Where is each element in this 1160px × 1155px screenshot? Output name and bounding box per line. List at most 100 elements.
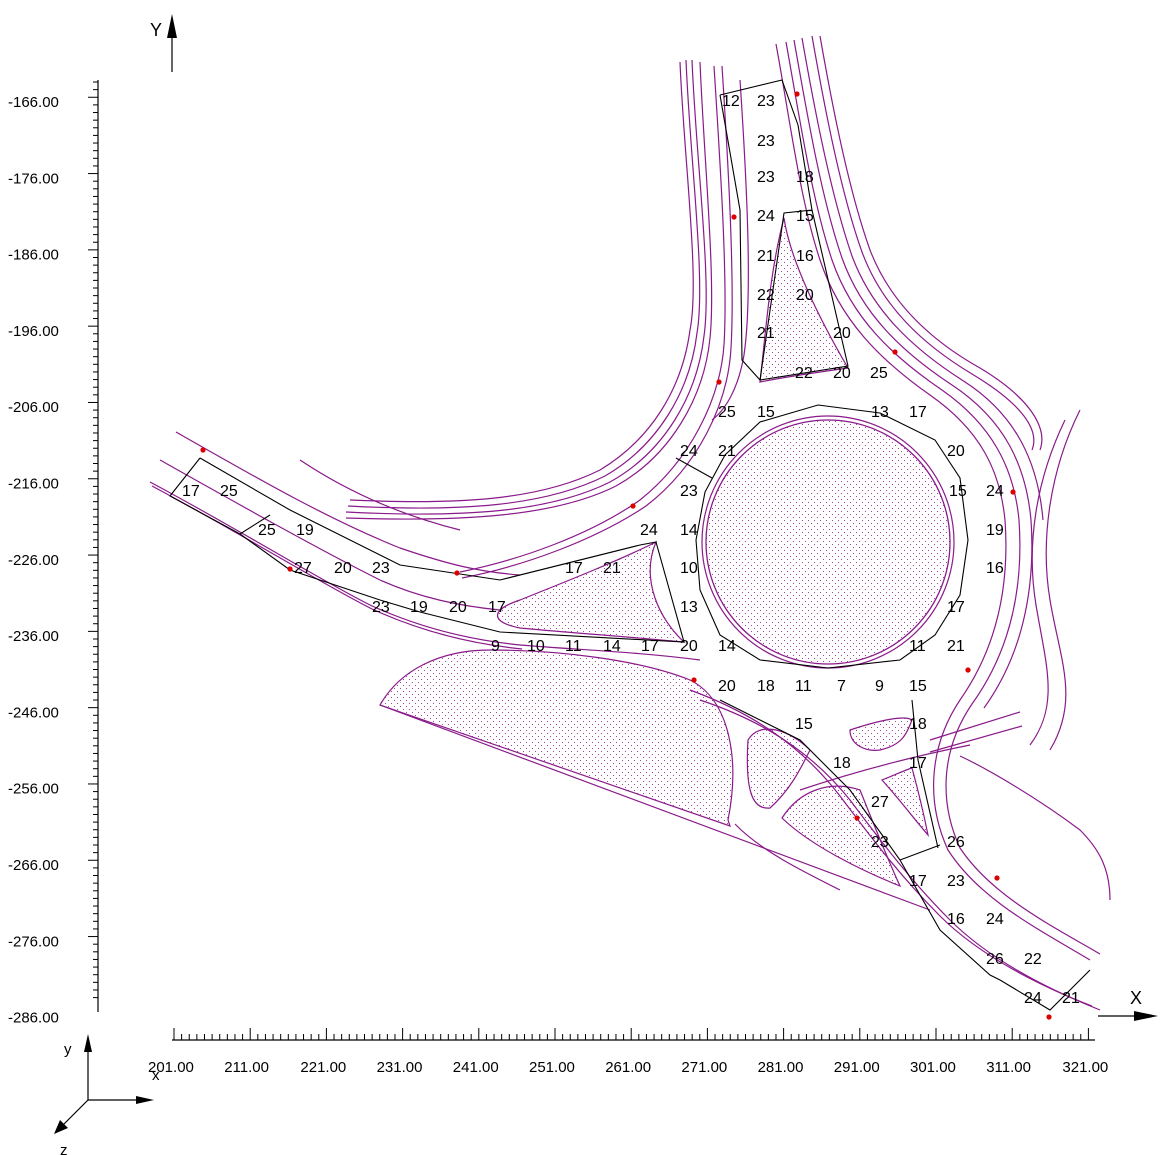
section-label: 23	[947, 873, 965, 890]
section-label: 24	[1024, 990, 1042, 1007]
marker	[691, 677, 697, 683]
x-tick-label: 301.00	[910, 1059, 956, 1076]
section-label: 23	[680, 483, 698, 500]
section-label: 7	[837, 678, 846, 695]
x-tick-label: 291.00	[834, 1059, 880, 1076]
section-label: 18	[833, 755, 851, 772]
section-label: 25	[220, 483, 238, 500]
section-label: 16	[986, 560, 1004, 577]
y-axis: Y -166.00 -176.00 -186.00 -196.00 -206.00 -21…	[8, 14, 177, 1027]
section-label: 11	[909, 638, 926, 655]
section-label: 22	[795, 365, 813, 382]
y-tick-label: -276.00	[8, 933, 59, 950]
section-label: 23	[372, 560, 390, 577]
y-tick-label: -176.00	[8, 170, 59, 187]
section-label: 17	[947, 599, 965, 616]
section-label: 18	[909, 716, 927, 733]
section-label: 20	[718, 678, 736, 695]
section-label: 17	[182, 483, 200, 500]
section-label: 25	[258, 522, 276, 539]
marker	[630, 503, 636, 509]
x-tick-label: 271.00	[681, 1059, 727, 1076]
marker	[716, 379, 722, 385]
section-label: 11	[795, 678, 812, 695]
section-label: 22	[757, 287, 775, 304]
section-label: 19	[410, 599, 428, 616]
y-tick-label: -246.00	[8, 704, 59, 721]
marker	[994, 875, 1000, 881]
section-label: 25	[870, 365, 888, 382]
section-label: 26	[986, 951, 1004, 968]
section-label: 10	[680, 560, 698, 577]
y-tick-label: -266.00	[8, 857, 59, 874]
south-island-2	[781, 785, 902, 888]
x-axis-title: X	[1130, 988, 1142, 1008]
marker	[965, 667, 971, 673]
y-tick-label: -236.00	[8, 628, 59, 645]
south-island-4	[880, 767, 930, 838]
y-tick-label: -206.00	[8, 399, 59, 416]
section-label: 15	[909, 678, 927, 695]
section-label: 20	[449, 599, 467, 616]
section-label: 25	[718, 404, 736, 421]
section-label: 20	[947, 443, 965, 460]
y-axis-minor-ticks	[88, 81, 98, 999]
section-label: 24	[680, 443, 698, 460]
section-label: 9	[875, 678, 884, 695]
section-label: 26	[947, 834, 965, 851]
section-label: 12	[722, 93, 740, 110]
marker	[454, 570, 460, 576]
x-tick-label: 261.00	[605, 1059, 651, 1076]
y-tick-label: -216.00	[8, 476, 59, 493]
y-tick-label: -226.00	[8, 552, 59, 569]
x-tick-label: 311.00	[986, 1059, 1031, 1076]
section-label: 14	[718, 638, 736, 655]
y-axis-title: Y	[150, 20, 162, 40]
section-label: 24	[640, 522, 658, 539]
marker	[1046, 1014, 1052, 1020]
west-splitter-island	[497, 540, 686, 643]
section-label: 16	[947, 911, 965, 928]
section-label: 22	[1024, 951, 1042, 968]
section-label: 16	[796, 248, 814, 265]
section-label: 24	[986, 483, 1004, 500]
section-label: 21	[603, 560, 621, 577]
section-label: 15	[796, 208, 814, 225]
section-label: 24	[757, 208, 775, 225]
section-label: 27	[294, 560, 312, 577]
x-tick-label: 241.00	[453, 1059, 499, 1076]
section-label: 9	[491, 638, 500, 655]
section-outlines	[169, 79, 1091, 1011]
x-tick-label: 221.00	[300, 1059, 346, 1076]
triad-x-label: x	[152, 1067, 160, 1084]
y-tick-label: -256.00	[8, 781, 59, 798]
section-labels: 12 23 23 23 18 24 15 21 16 22 20 21 20 2…	[182, 93, 1080, 1007]
section-label: 17	[488, 599, 506, 616]
coordinate-triad: y x z	[54, 1034, 160, 1155]
section-label: 17	[909, 873, 927, 890]
marker	[731, 214, 737, 220]
north-splitter-island	[759, 217, 849, 383]
x-tick-label: 251.00	[529, 1059, 575, 1076]
road-geometry	[149, 35, 1111, 1011]
south-west-island	[379, 649, 734, 827]
section-label: 21	[947, 638, 965, 655]
section-label: 17	[909, 755, 927, 772]
section-label: 24	[986, 911, 1004, 928]
x-axis-tick-labels: 201.00 211.00 221.00 231.00 241.00 251.00 261.…	[148, 1059, 1108, 1076]
section-label: 20	[680, 638, 698, 655]
y-tick-label: -186.00	[8, 247, 59, 264]
y-tick-label: -166.00	[8, 94, 59, 111]
marker	[287, 566, 293, 572]
x-tick-label: 281.00	[758, 1059, 804, 1076]
section-label: 21	[757, 248, 775, 265]
section-label: 20	[833, 365, 851, 382]
section-label: 14	[603, 638, 621, 655]
section-label: 13	[871, 404, 889, 421]
survey-markers	[200, 91, 1052, 1020]
y-tick-label: -196.00	[8, 323, 59, 340]
section-label: 17	[641, 638, 659, 655]
section-label: 27	[871, 794, 889, 811]
x-tick-label: 231.00	[377, 1059, 423, 1076]
